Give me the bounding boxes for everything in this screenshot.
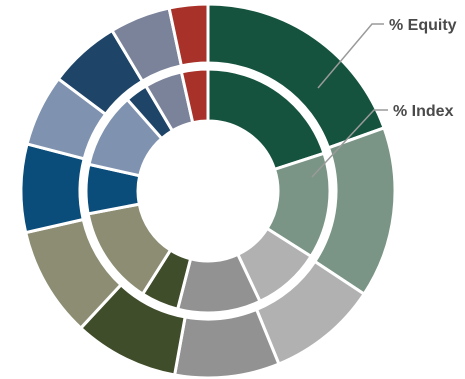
inner-ring-slice-11 [179, 67, 210, 125]
index-leader-line [311, 109, 388, 178]
equity-leader-line [317, 23, 384, 89]
inner-ring-index [84, 67, 332, 315]
equity-callout-label: % Equity [389, 17, 457, 34]
outer-ring-slice-11 [167, 2, 210, 68]
index-callout-label: % Index [393, 103, 454, 120]
outer-ring-equity [19, 2, 397, 379]
